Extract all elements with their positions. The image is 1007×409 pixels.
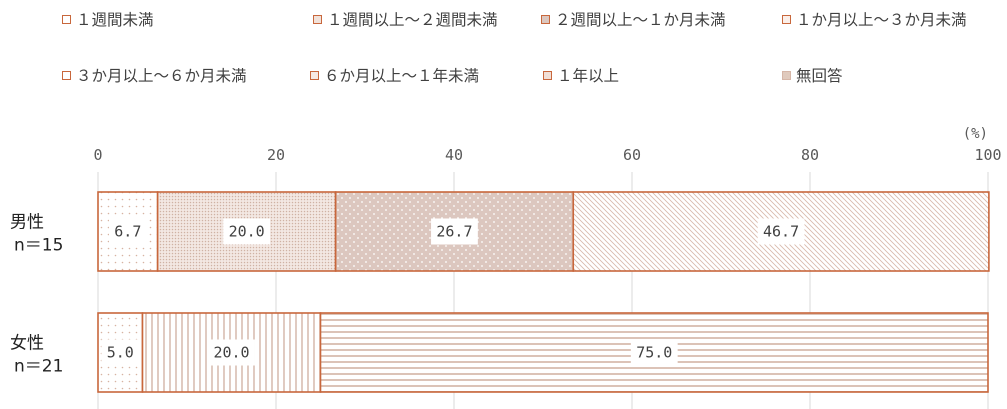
x-tick-label: 20 <box>267 146 285 164</box>
x-tick-label: 100 <box>974 146 1001 164</box>
data-label: 6.7 <box>114 223 141 241</box>
bar-segment <box>156 191 337 272</box>
legend-swatch <box>543 70 552 80</box>
data-label: 5.0 <box>107 344 134 362</box>
legend-swatch <box>310 70 319 80</box>
data-label-bg <box>757 218 805 245</box>
bar-segment <box>97 191 159 272</box>
legend-item: １週間未満 <box>62 8 154 30</box>
legend-swatch <box>313 14 322 24</box>
category-label: 女性 <box>10 334 44 354</box>
legend-item: 無回答 <box>782 64 843 86</box>
unit-label: (%) <box>963 126 988 142</box>
legend-label: １年以上 <box>557 67 620 85</box>
data-label-bg <box>630 339 678 366</box>
category-n-label: n＝21 <box>14 357 63 377</box>
x-tick-label: 0 <box>93 146 102 164</box>
data-label: 46.7 <box>763 223 799 241</box>
legend-label: ３か月以上～６か月未満 <box>76 67 247 85</box>
legend-label: １週間以上～２週間未満 <box>327 11 498 29</box>
data-label-bg <box>208 339 255 366</box>
legend-label: １か月以上～３か月未満 <box>796 11 967 29</box>
legend-swatch <box>62 70 71 80</box>
legend-item: １か月以上～３か月未満 <box>782 8 967 30</box>
legend-item: １週間以上～２週間未満 <box>313 8 498 30</box>
legend-label: ６か月以上～１年未満 <box>324 67 480 85</box>
x-tick-label: 80 <box>801 146 819 164</box>
legend: １週間未満 １週間以上～２週間未満 ２週間以上～１か月未満 １か月以上～３か月未満 ３か… <box>0 0 1007 100</box>
legend-item: ３か月以上～６か月未満 <box>62 64 247 86</box>
data-label: 20.0 <box>213 344 249 362</box>
data-label: 75.0 <box>636 344 672 362</box>
legend-label: １週間未満 <box>76 11 154 29</box>
category-label: 男性 <box>10 213 44 233</box>
x-tick-label: 40 <box>445 146 463 164</box>
legend-swatch <box>782 70 791 80</box>
data-label: 20.0 <box>229 223 265 241</box>
data-label: 26.7 <box>436 223 472 241</box>
category-n-label: n＝15 <box>14 236 63 256</box>
data-label-bg <box>431 218 478 245</box>
legend-label: 無回答 <box>796 67 843 85</box>
legend-swatch <box>782 14 791 24</box>
data-label-bg <box>109 218 147 245</box>
legend-swatch <box>541 14 550 24</box>
legend-item: １年以上 <box>543 64 619 86</box>
data-label-bg <box>101 339 140 366</box>
legend-item: ２週間以上～１か月未満 <box>541 8 726 30</box>
x-tick-label: 60 <box>623 146 641 164</box>
legend-label: ２週間以上～１か月未満 <box>555 11 726 29</box>
data-label-bg <box>223 218 271 245</box>
legend-item: ６か月以上～１年未満 <box>310 64 479 86</box>
legend-swatch <box>62 14 71 24</box>
